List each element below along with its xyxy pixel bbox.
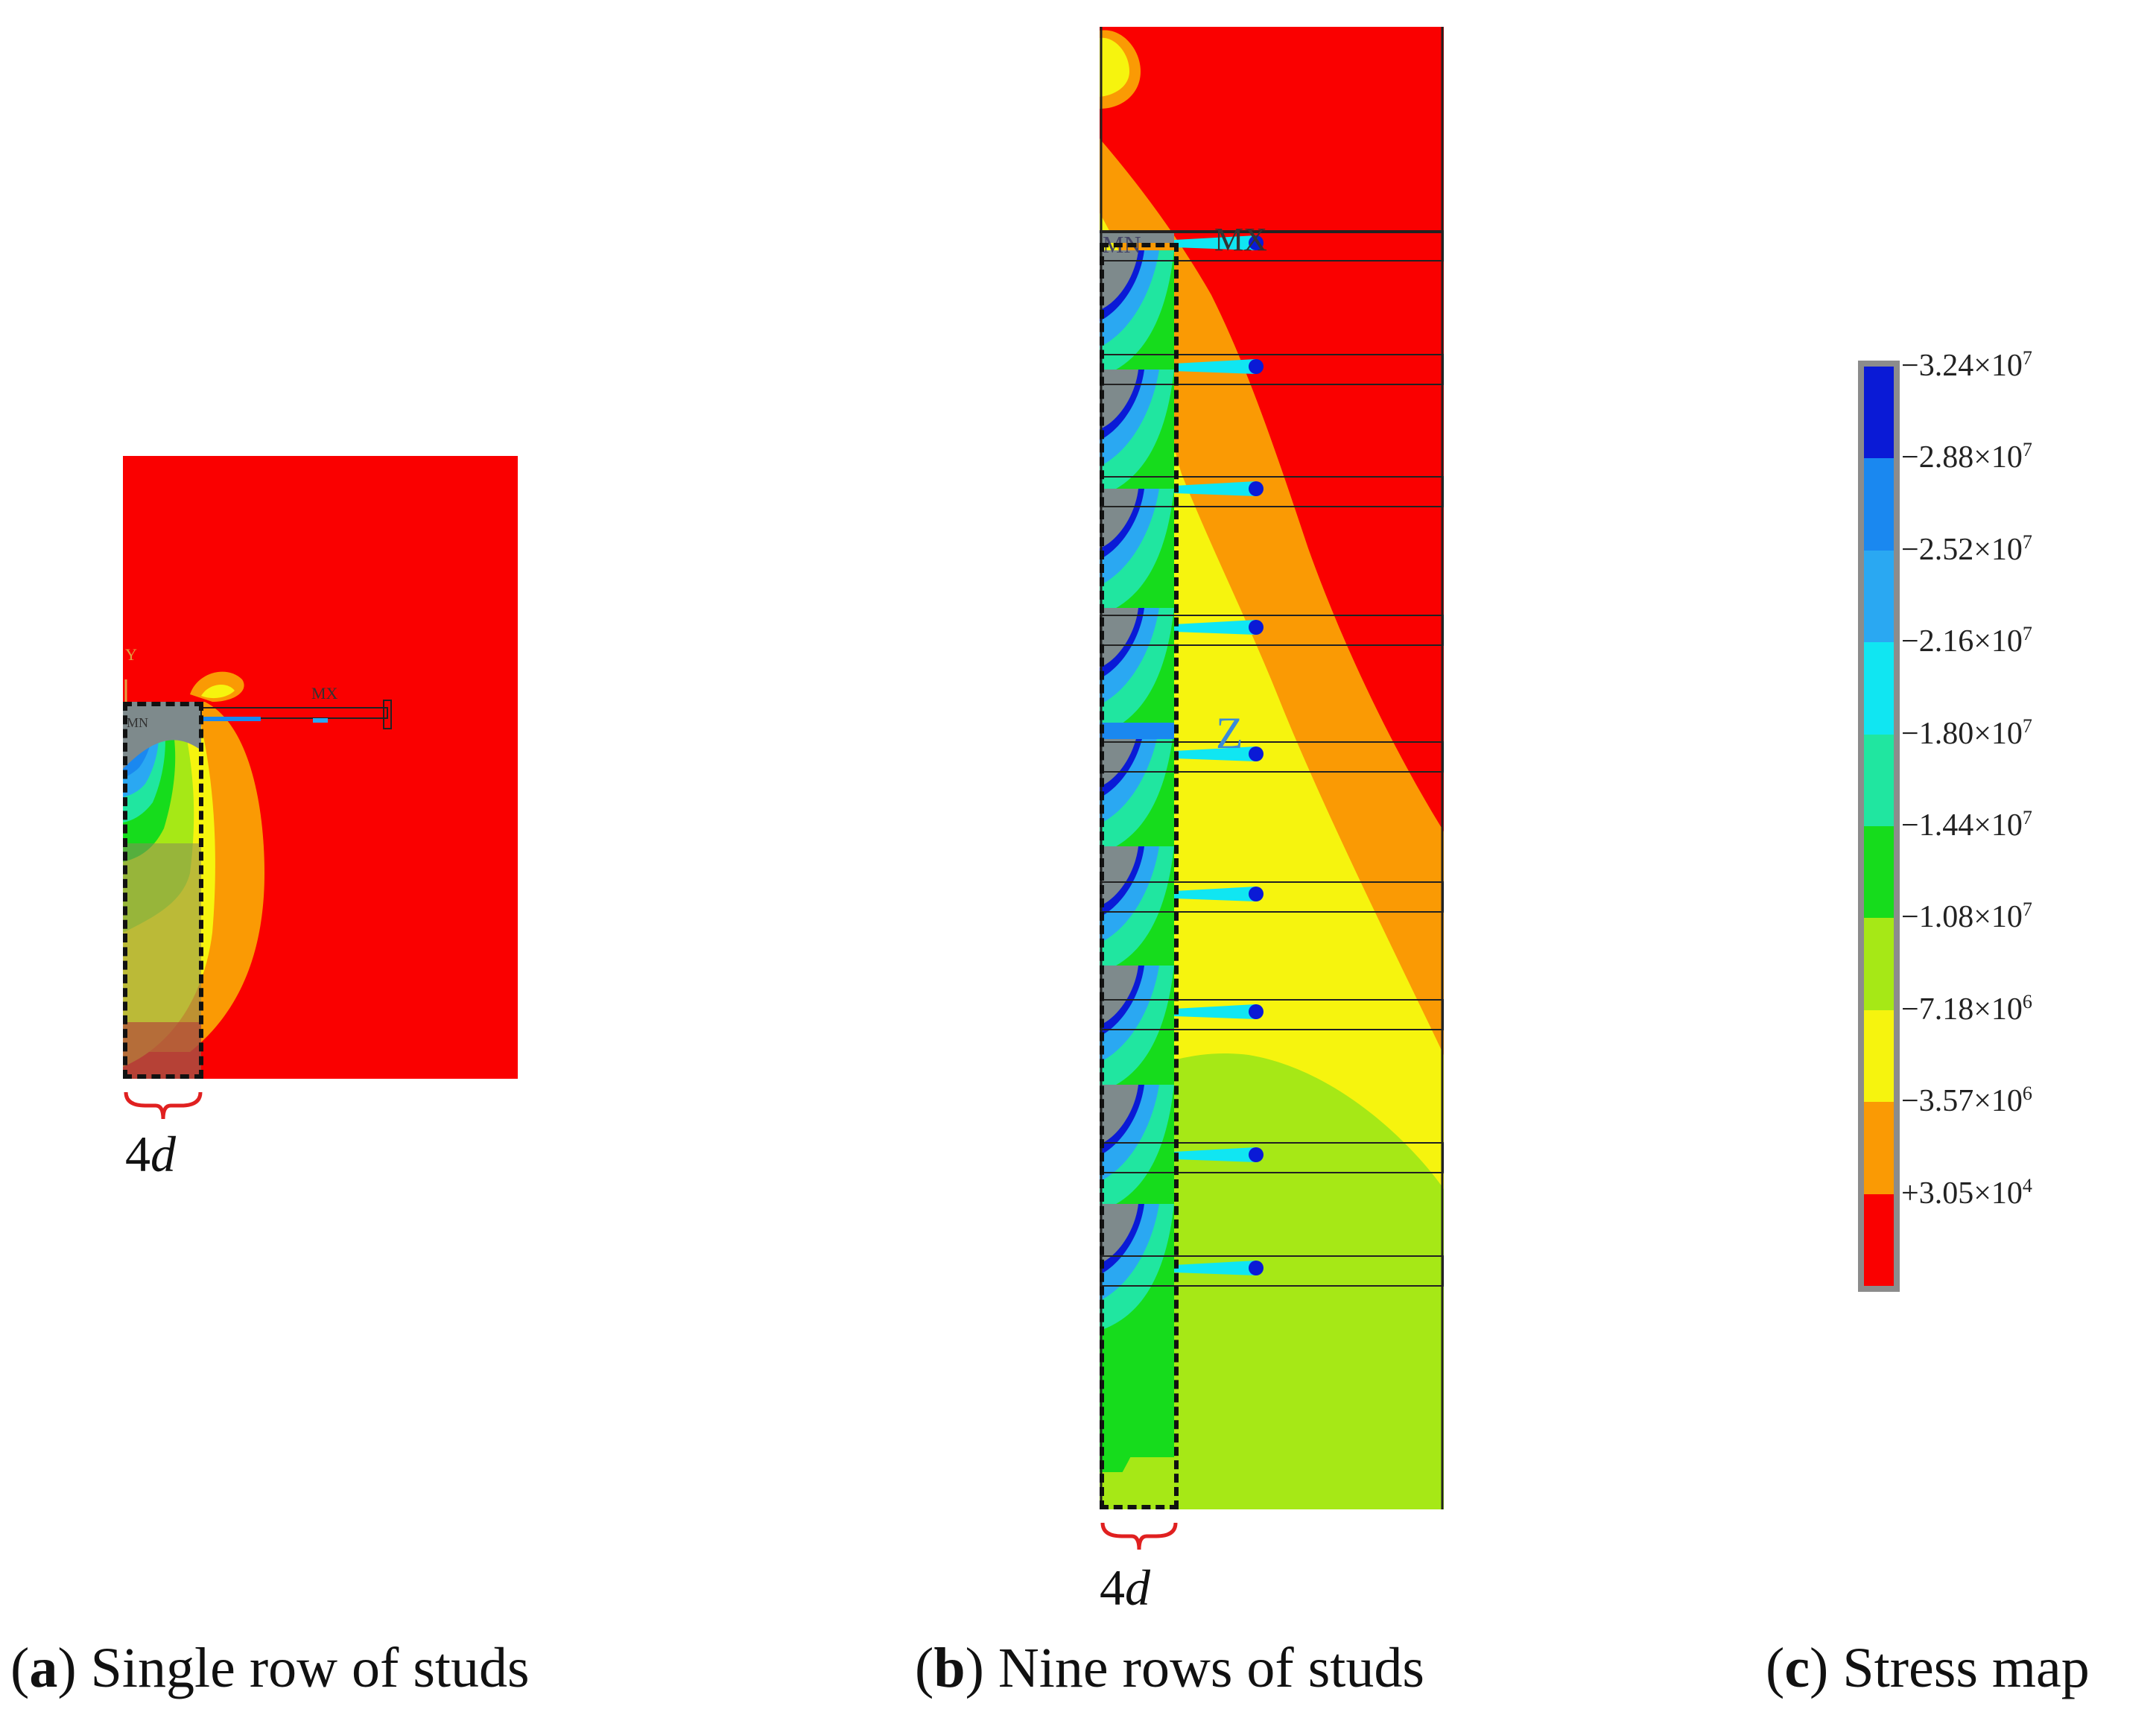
tick-mantissa: 1.44×10 — [1918, 808, 2023, 843]
colorbar-band — [1864, 367, 1894, 459]
tick-sign: − — [1901, 716, 1919, 751]
brace-marker — [1100, 1522, 1178, 1550]
tick-exponent: 7 — [2022, 439, 2032, 461]
tick-exponent: 7 — [2022, 623, 2032, 645]
tick-exponent: 7 — [2022, 530, 2032, 553]
highlight-box-nine — [1100, 243, 1179, 1509]
colorbar-band — [1864, 1102, 1894, 1194]
tick-mantissa: 3.57×10 — [1918, 1084, 2023, 1119]
colorbar-tick-label: −3.57×106 — [1901, 1082, 2032, 1119]
tick-sign: − — [1901, 624, 1919, 659]
colorbar-tick-label: −2.88×107 — [1901, 439, 2032, 475]
caption-a: (a) Single row of studs — [10, 1637, 530, 1699]
tick-exponent: 7 — [2022, 714, 2032, 737]
colorbar-tick-label: −1.08×107 — [1901, 898, 2032, 935]
tick-sign: − — [1901, 532, 1919, 567]
tick-exponent: 7 — [2022, 347, 2032, 369]
tick-mantissa: 2.52×10 — [1918, 532, 2023, 567]
tick-sign: + — [1901, 1176, 1919, 1211]
stress-colorbar — [1858, 361, 1900, 1292]
dimension-label-4d: 4d — [1100, 1559, 1150, 1617]
caption-letter: c — [1784, 1637, 1810, 1699]
tick-sign: − — [1901, 900, 1919, 935]
max-marker-label: MX — [311, 684, 338, 703]
tick-exponent: 7 — [2022, 898, 2032, 921]
tick-sign: − — [1901, 349, 1919, 383]
colorbar-band — [1864, 642, 1894, 735]
axis-label-y: Y — [125, 645, 137, 664]
colorbar-band — [1864, 1193, 1894, 1286]
tick-mantissa: 1.08×10 — [1918, 900, 2023, 935]
highlight-box-single — [123, 702, 203, 1079]
caption-text: Nine rows of studs — [998, 1637, 1424, 1699]
max-marker-label: MX — [1214, 221, 1267, 258]
colorbar-tick-label: −3.24×107 — [1901, 347, 2032, 384]
tick-exponent: 6 — [2022, 1082, 2032, 1105]
colorbar-band — [1864, 825, 1894, 919]
colorbar-tick-label: +3.05×104 — [1901, 1175, 2032, 1211]
colorbar-tick-label: −2.16×107 — [1901, 623, 2032, 659]
tick-sign: − — [1901, 992, 1919, 1027]
tick-mantissa: 3.05×10 — [1918, 1176, 2023, 1211]
dimension-variable: d — [150, 1126, 176, 1182]
dimension-variable: d — [1125, 1559, 1150, 1616]
colorbar-tick-label: −7.18×106 — [1901, 991, 2032, 1027]
caption-letter: b — [933, 1637, 966, 1699]
min-marker-label: MN — [127, 715, 149, 730]
caption-c: (c) Stress map — [1766, 1637, 2090, 1699]
colorbar-band — [1864, 458, 1894, 551]
brace-marker — [124, 1091, 203, 1120]
tick-exponent: 7 — [2022, 807, 2032, 828]
colorbar-band — [1864, 550, 1894, 643]
colorbar-tick-label: −2.52×107 — [1901, 531, 2032, 568]
dimension-value: 4 — [125, 1126, 150, 1182]
dimension-value: 4 — [1100, 1559, 1125, 1616]
tick-exponent: 4 — [2022, 1174, 2032, 1196]
tick-mantissa: 3.24×10 — [1918, 349, 2023, 383]
colorbar-band — [1864, 918, 1894, 1010]
caption-letter: a — [29, 1637, 58, 1699]
tick-mantissa: 2.16×10 — [1918, 624, 2023, 659]
caption-text: Single row of studs — [90, 1637, 530, 1699]
caption-b: (b) Nine rows of studs — [915, 1637, 1424, 1699]
tick-mantissa: 7.18×10 — [1918, 992, 2023, 1027]
colorbar-band — [1864, 734, 1894, 826]
colorbar-band — [1864, 1009, 1894, 1103]
stress-contour-nine-rows — [1100, 27, 1444, 1509]
tick-mantissa: 1.80×10 — [1918, 716, 2023, 751]
tick-mantissa: 2.88×10 — [1918, 440, 2023, 475]
tick-exponent: 6 — [2022, 990, 2032, 1012]
dimension-label-4d: 4d — [125, 1125, 176, 1184]
caption-text: Stress map — [1842, 1637, 2090, 1699]
stress-contour-single-row — [123, 456, 518, 1079]
axis-label-z: Z — [1216, 708, 1243, 758]
colorbar-tick-label: −1.44×107 — [1901, 807, 2032, 843]
tick-sign: − — [1901, 1084, 1919, 1119]
colorbar-tick-label: −1.80×107 — [1901, 715, 2032, 752]
tick-sign: − — [1901, 808, 1919, 843]
tick-sign: − — [1901, 440, 1919, 475]
